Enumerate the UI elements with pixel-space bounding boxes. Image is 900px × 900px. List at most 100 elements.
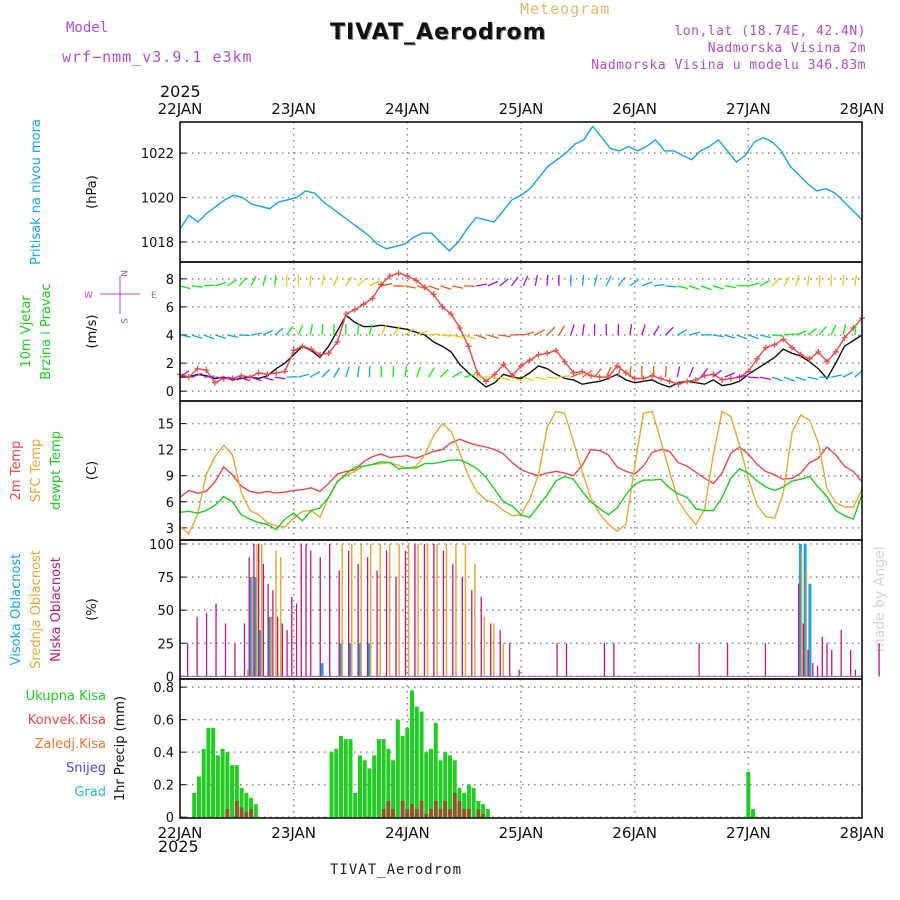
total-precip-bar [443,752,448,818]
gust-marker [780,336,787,343]
total-precip-bar [348,739,353,818]
conv-precip-bar [239,807,244,818]
total-precip-bar [414,706,419,818]
wind-arrow [345,366,350,378]
wind-arrow [463,334,475,340]
low-cloud-bar [357,563,359,677]
gust-marker [631,375,638,382]
total-precip-bar [334,748,339,818]
y-tick-label: 0.2 [153,779,174,794]
gust-marker [518,362,524,369]
y-tick-label: 6 [166,496,174,511]
total-precip-bar [372,755,377,818]
chart-title: TIVAT_Aerodrom [330,20,547,45]
wind-arrow [664,326,674,336]
high-cloud-bar [320,663,324,677]
x-tick-label-top: 27JAN [726,100,771,118]
y-axis-title-line: SFC Temp [29,439,44,503]
panel-cloud: 0 25 50 75 100 Visoka Oblacnost Srednja Oblacn… [9,538,880,685]
conv-precip-bar [429,809,434,818]
wind-arrow [700,285,712,291]
wind-arrow [582,370,592,378]
location-coords: lon,lat (18.74E, 42.4N) [674,24,866,39]
wind-arrow [368,324,373,336]
x-tick-label-top: 28JAN [840,100,885,118]
total-precip-bar [244,792,249,818]
panel-precip: 0 0.2 0.4 0.6 0.8 Ukupna Kisa Konvek.Kisa Zaled… [26,678,863,826]
series-line-2m-temp [179,438,863,498]
low-cloud-bar [215,603,217,677]
low-cloud-bar [518,669,520,677]
y-axis-unit: (hPa) [85,175,100,209]
wind-arrow [617,366,622,378]
total-precip-bar [329,752,334,818]
total-precip-bar [400,735,405,818]
wind-arrow [404,366,408,378]
low-cloud-bar [797,583,800,677]
precip-legend-label: Snijeg [66,761,106,776]
total-precip-bar [225,752,230,818]
wind-arrow [452,371,463,378]
x-tick-label-bottom: 28JAN [840,824,885,842]
gust-marker [325,350,332,357]
conv-precip-bar [410,804,415,818]
y-tick-label: 9 [166,470,174,485]
low-cloud-bar [258,543,260,677]
mid-cloud-bar [436,543,438,677]
y-axis-title-line: Pritisak na nivou mora [29,119,44,265]
low-cloud-bar [509,643,511,677]
wind-arrow [404,328,415,336]
conv-precip-bar [244,812,249,818]
mid-cloud-bar [246,669,249,677]
mid-cloud-bar [251,577,254,677]
wind-arrow [428,285,440,291]
x-tick-label-bottom: 23JAN [271,824,316,842]
wind-arrow [748,376,760,379]
x-tick-label-top: 25JAN [499,100,544,118]
total-precip-bar [466,784,471,818]
low-cloud-bar [831,649,833,677]
wind-arrow [416,330,428,336]
x-tick-label-bottom: 24JAN [385,824,430,842]
wind-arrow [546,376,559,379]
y-axis-title-line: Visoka Oblacnost [9,554,24,666]
total-precip-bar [220,748,225,818]
gust-marker [185,374,192,381]
series-line-pritisak-na-nivou-mora [179,125,863,252]
wind-arrow [593,275,598,287]
total-precip-bar [206,727,211,818]
wind-arrow [416,285,428,290]
low-cloud-bar [348,550,350,677]
panel-frame [179,121,863,263]
low-cloud-bar [234,643,236,677]
y-axis-title-line: Brzina i Pravac [39,283,54,380]
wind-arrow [783,333,795,336]
mid-cloud-bar [398,543,400,677]
low-cloud-bar [305,543,307,677]
low-cloud-bar [603,643,606,677]
year-bottom: 2025 [158,837,199,856]
mid-cloud-bar [369,543,372,677]
mid-cloud-bar [388,543,391,677]
gust-marker [771,341,778,348]
conv-precip-bar [466,809,471,818]
gust-marker [439,303,446,310]
wind-arrow [807,328,817,336]
wind-arrow [842,371,854,378]
gust-marker [273,369,280,376]
wind-arrow [688,331,700,336]
wind-arrow [641,281,653,287]
gust-marker [684,378,691,385]
total-precip-bar [424,752,429,818]
low-cloud-bar [262,563,265,677]
low-cloud-bar [243,623,246,677]
low-cloud-bar [461,577,463,677]
y-tick-label: 0.8 [153,681,174,696]
total-precip-bar [234,765,239,818]
y-tick-label: 6 [166,301,174,316]
wind-arrow [475,334,487,340]
x-tick-label-top: 22JAN [158,100,203,118]
total-precip-bar [381,739,386,818]
